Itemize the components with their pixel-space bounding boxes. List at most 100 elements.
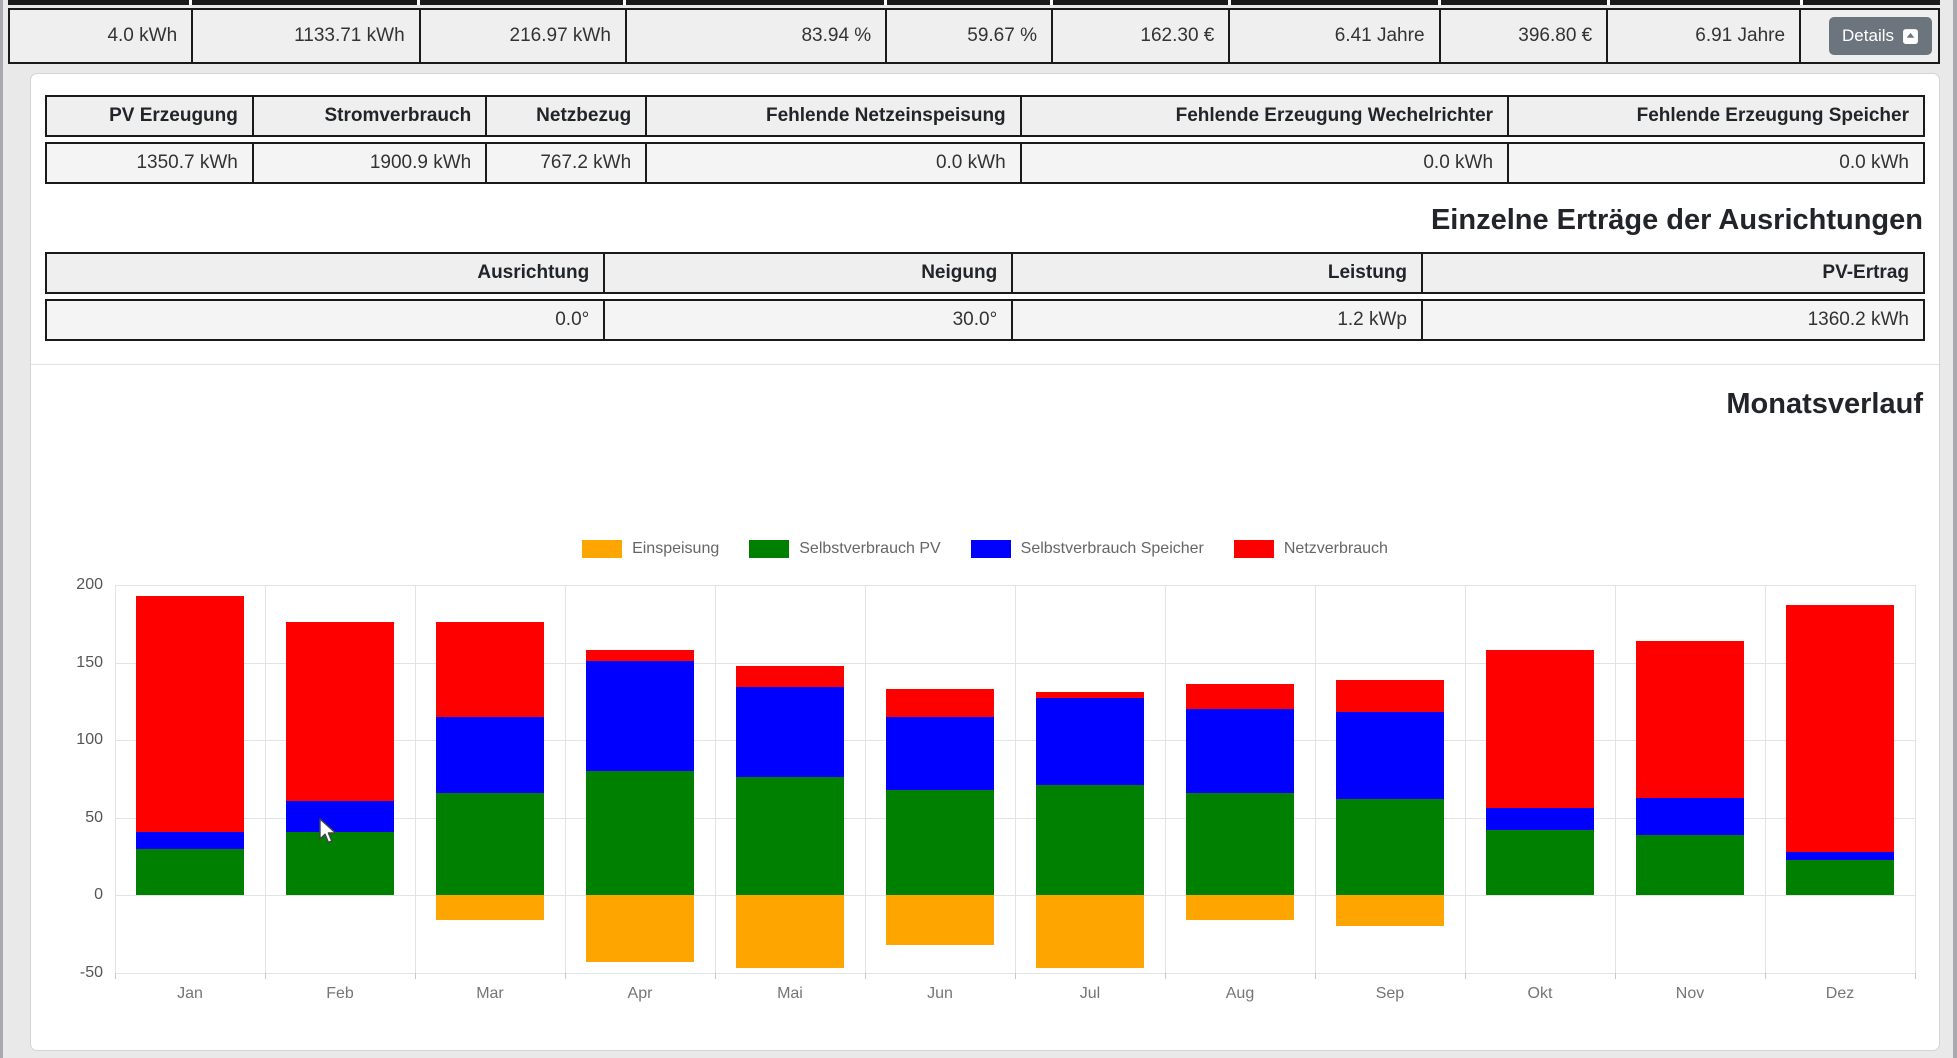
x-axis-tick	[1314, 973, 1316, 979]
x-axis-month-label: Nov	[1675, 985, 1705, 1002]
summary-cell: 396.80 €	[1441, 10, 1609, 62]
x-axis-month-label: Dez	[1825, 985, 1855, 1002]
bar-segment	[1635, 640, 1744, 798]
column-header: Netzbezug	[487, 95, 648, 137]
window-left-edge	[0, 0, 3, 1058]
legend-label: Selbstverbrauch PV	[799, 540, 941, 557]
x-axis-month-label: Mar	[476, 985, 504, 1002]
legend-label: Selbstverbrauch Speicher	[1020, 540, 1204, 557]
bar-segment	[435, 895, 544, 921]
x-axis-month-label: Sep	[1375, 985, 1405, 1002]
bar-segment	[1785, 851, 1894, 860]
x-axis-month-label: Feb	[326, 985, 354, 1002]
bar-segment	[585, 771, 694, 896]
table-row: 0.0° 30.0° 1.2 kWp 1360.2 kWh	[45, 299, 1925, 341]
table-cell: 1.2 kWp	[1013, 299, 1424, 341]
x-axis-tick	[1015, 973, 1016, 979]
gridline	[1765, 585, 1766, 973]
column-header: Leistung	[1013, 252, 1424, 294]
summary-cell: 6.91 Jahre	[1608, 10, 1802, 62]
column-header: Fehlende Erzeugung Wechelrichter	[1021, 95, 1510, 137]
bar-segment	[885, 716, 994, 790]
bar-segment	[285, 622, 394, 801]
summary-table: PV Erzeugung Stromverbrauch Netzbezug Fehle…	[45, 90, 1925, 189]
table-cell: 1350.7 kWh	[45, 142, 254, 184]
gridline	[865, 585, 866, 973]
summary-cell: 4.0 kWh	[10, 10, 194, 62]
monthly-chart: 200 150 100 50 0 -50 Jan Feb Mar Apr Mai Jun Jul Aug S…	[76, 576, 1916, 1025]
table-row: 1350.7 kWh 1900.9 kWh 767.2 kWh 0.0 kWh 0.0 …	[45, 142, 1925, 184]
main-panel: PV Erzeugung Stromverbrauch Netzbezug Fehle…	[30, 73, 1940, 1051]
details-cell: Details	[1801, 10, 1938, 62]
legend-swatch	[749, 540, 790, 558]
x-axis-tick	[1915, 973, 1916, 979]
bar-month-aug	[1165, 585, 1315, 973]
chart-section-title: Monatsverlauf	[1726, 388, 1923, 420]
summary-cell: 216.97 kWh	[421, 10, 627, 62]
bar-segment	[1335, 712, 1444, 800]
legend-label: Netzverbrauch	[1283, 540, 1388, 557]
gridline	[1314, 585, 1316, 973]
x-axis-tick	[264, 973, 266, 979]
cropped-row-top	[8, 0, 1940, 5]
gridline	[1915, 585, 1916, 973]
bar-segment	[435, 622, 544, 717]
bar-segment	[435, 716, 544, 793]
bar-segment	[885, 895, 994, 946]
legend-item: Einspeisung	[582, 540, 719, 558]
bar-segment	[735, 777, 844, 896]
window-right-edge	[1953, 0, 1957, 1058]
bar-segment	[1035, 698, 1144, 786]
bar-segment	[1335, 895, 1444, 927]
bar-month-mar	[415, 585, 565, 973]
bar-month-feb	[265, 585, 415, 973]
bar-segment	[1035, 895, 1144, 969]
bar-segment	[1635, 834, 1744, 896]
bar-segment	[135, 848, 244, 896]
column-header: PV Erzeugung	[45, 95, 254, 137]
orientation-table: Ausrichtung Neigung Leistung PV-Ertrag 0.0° 3…	[45, 247, 1925, 346]
gridline	[115, 585, 116, 973]
x-axis-month-label: Jan	[177, 985, 203, 1002]
column-header: PV-Ertrag	[1423, 252, 1925, 294]
bar-month-nov	[1615, 585, 1765, 973]
details-button[interactable]: Details	[1829, 17, 1932, 55]
bar-segment	[585, 650, 694, 662]
x-axis-tick	[714, 973, 716, 979]
bar-segment	[135, 595, 244, 832]
gridline	[565, 585, 566, 973]
x-axis-month-label: Mai	[777, 985, 803, 1002]
bar-segment	[285, 831, 394, 896]
table-header-row: Ausrichtung Neigung Leistung PV-Ertrag	[45, 252, 1925, 294]
bar-segment	[1185, 895, 1294, 921]
table-cell: 0.0 kWh	[1021, 142, 1510, 184]
details-button-label: Details	[1842, 26, 1894, 45]
column-header: Fehlende Erzeugung Speicher	[1509, 95, 1925, 137]
table-cell: 30.0°	[605, 299, 1014, 341]
bar-segment	[285, 800, 394, 832]
x-axis-tick	[565, 973, 566, 979]
y-axis-tick-label: 200	[76, 576, 103, 593]
y-axis-tick-label: 0	[94, 886, 103, 904]
bar-segment	[435, 792, 544, 896]
bar-segment	[585, 895, 694, 963]
summary-cell: 59.67 %	[887, 10, 1053, 62]
bar-segment	[1485, 830, 1594, 896]
chart-legend: Einspeisung Selbstverbrauch PV Selbstverbr…	[45, 539, 1925, 559]
x-axis-tick	[1465, 973, 1466, 979]
orientation-section-title: Einzelne Erträge der Ausrichtungen	[1430, 204, 1923, 236]
legend-item: Selbstverbrauch Speicher	[970, 540, 1204, 558]
bar-segment	[1485, 808, 1594, 831]
legend-swatch	[970, 540, 1011, 558]
gridline	[1615, 585, 1616, 973]
bar-segment	[1185, 709, 1294, 793]
x-axis-tick	[865, 973, 866, 979]
legend-item: Selbstverbrauch PV	[749, 540, 941, 558]
table-header-row: PV Erzeugung Stromverbrauch Netzbezug Fehle…	[45, 95, 1925, 137]
gridline	[264, 585, 266, 973]
table-cell: 0.0 kWh	[647, 142, 1022, 184]
bar-segment	[885, 789, 994, 896]
x-axis-tick	[414, 973, 416, 979]
y-axis-tick-label: 100	[76, 731, 103, 749]
x-axis-tick	[115, 973, 116, 979]
